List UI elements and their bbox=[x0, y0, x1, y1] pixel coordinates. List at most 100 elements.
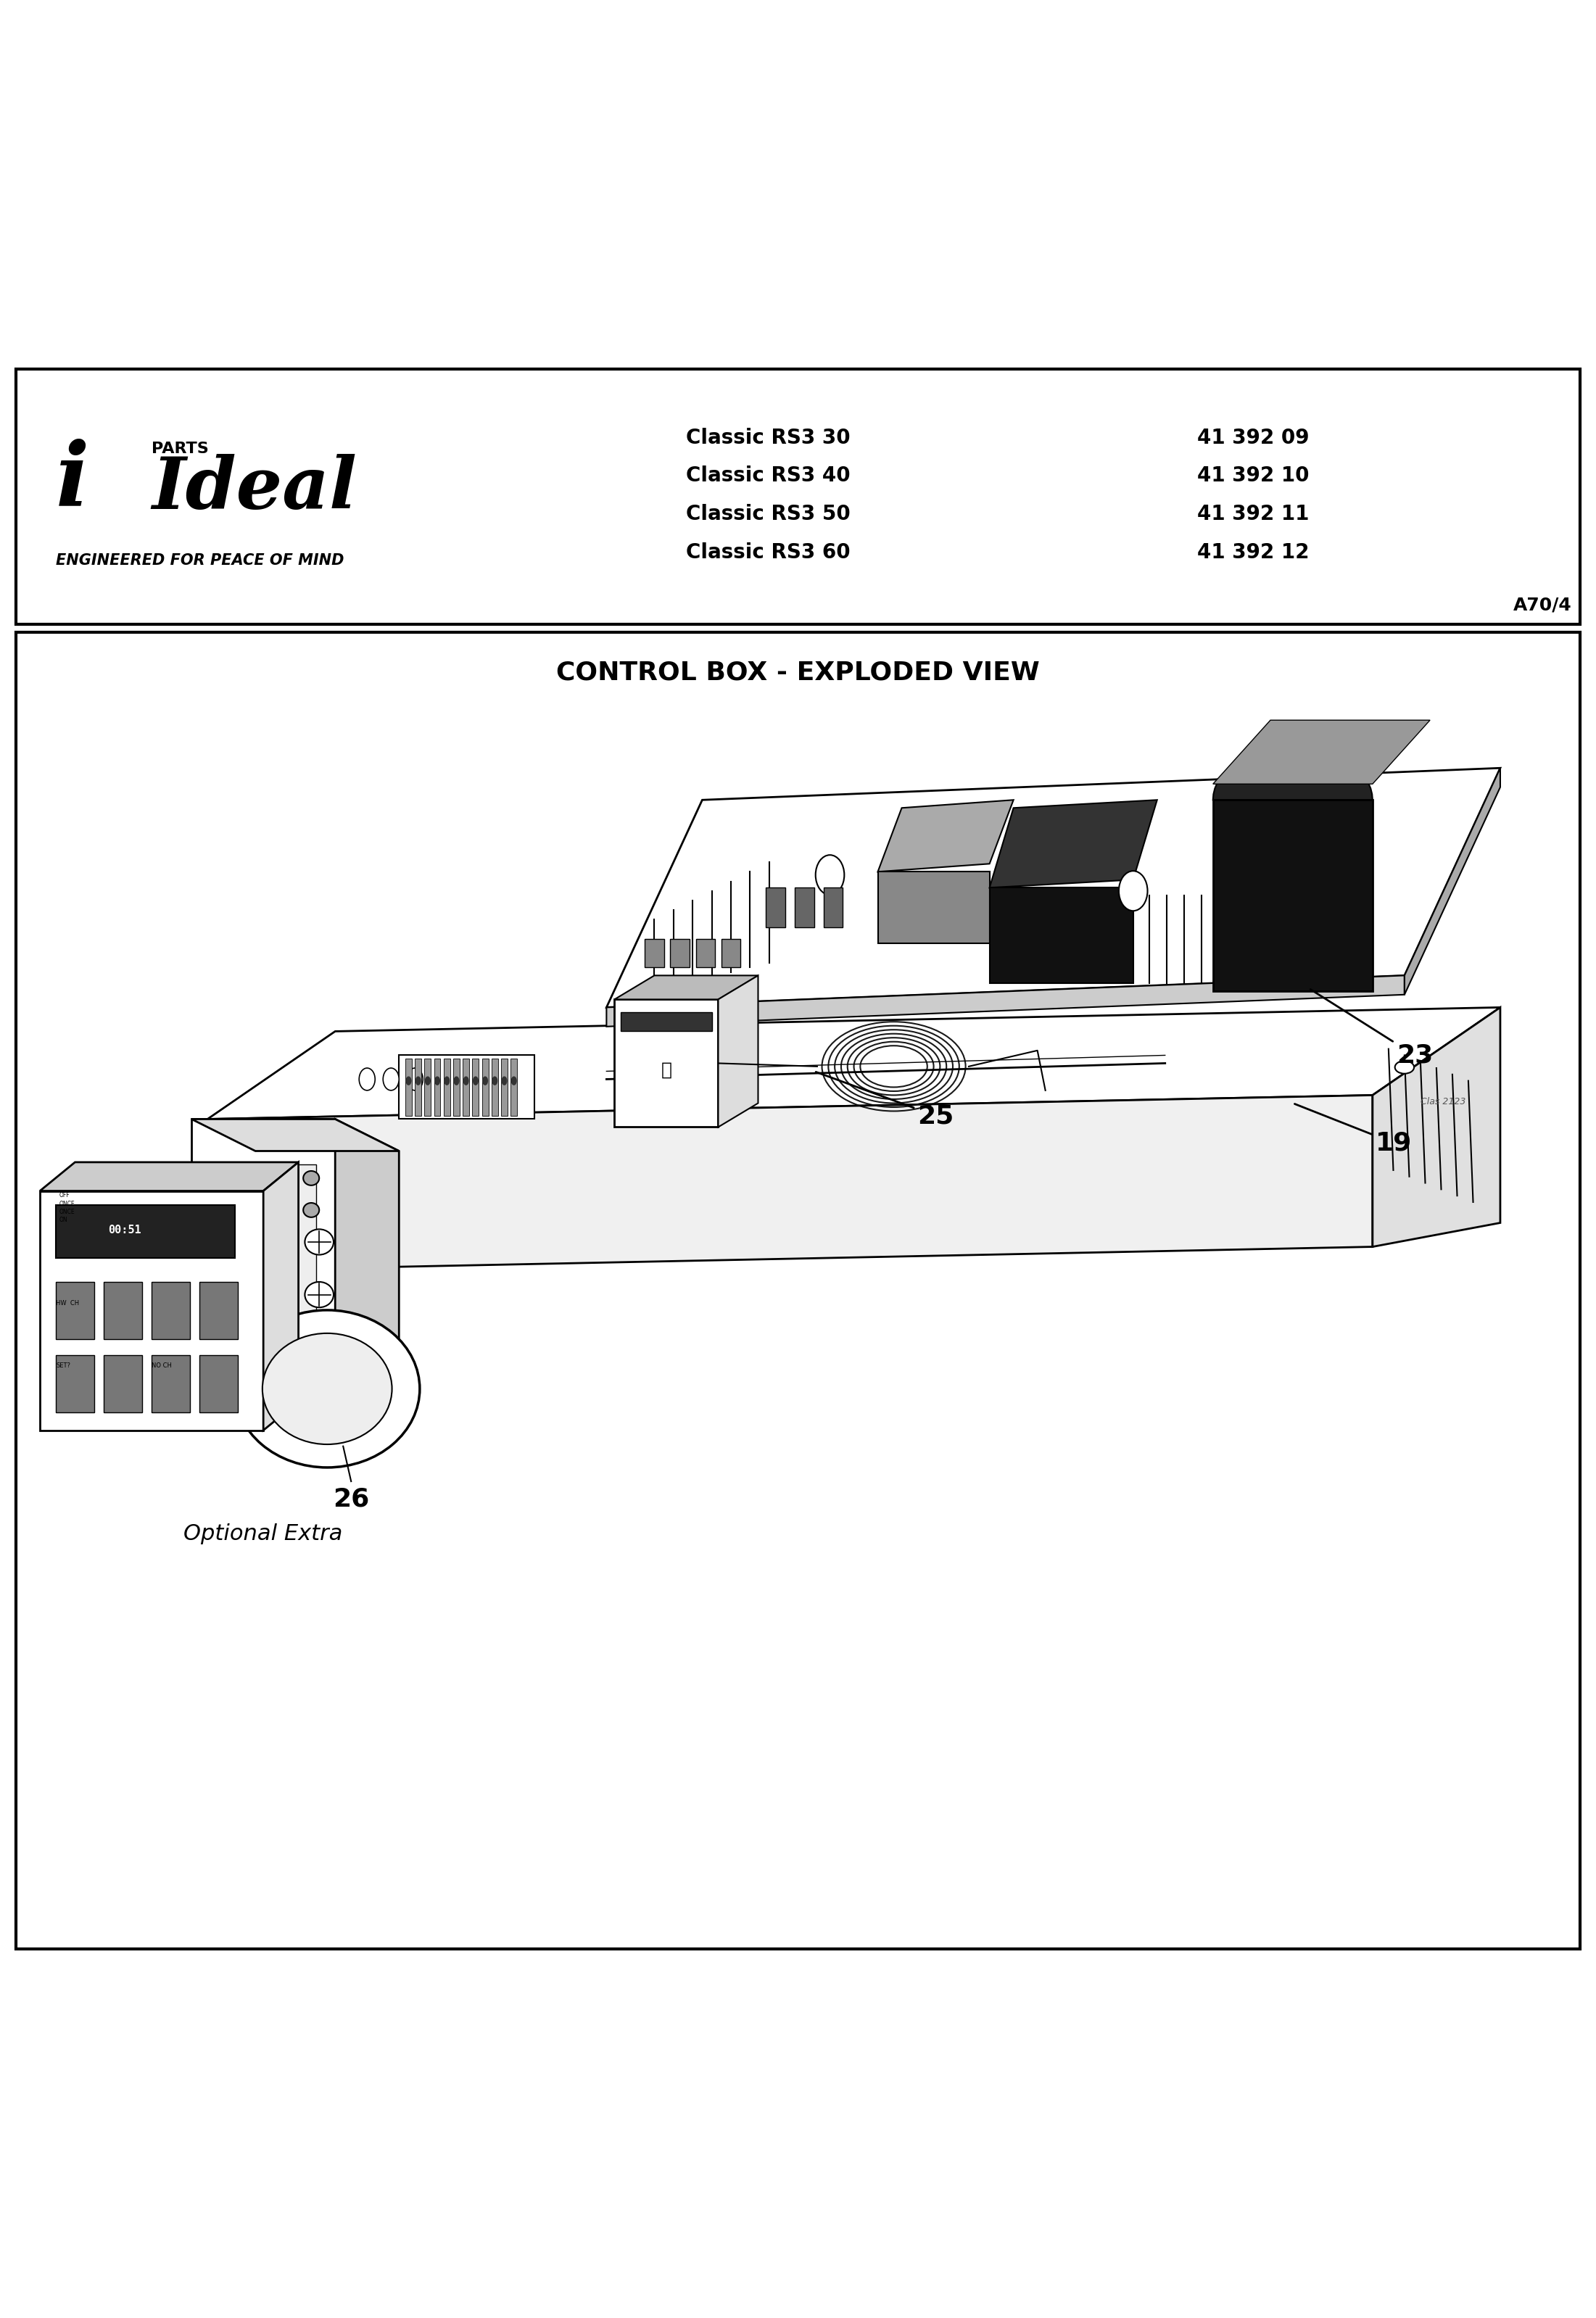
Ellipse shape bbox=[1389, 515, 1548, 607]
Ellipse shape bbox=[305, 1282, 334, 1307]
Ellipse shape bbox=[1165, 846, 1325, 983]
Bar bbox=[16, 369, 1580, 624]
Text: 25: 25 bbox=[816, 1071, 954, 1129]
Ellipse shape bbox=[271, 1224, 431, 1358]
Bar bbox=[492, 1059, 498, 1115]
Ellipse shape bbox=[942, 387, 1101, 480]
Ellipse shape bbox=[1119, 872, 1148, 911]
Ellipse shape bbox=[271, 1599, 431, 1734]
Text: P: P bbox=[1454, 895, 1483, 934]
Text: P: P bbox=[560, 540, 589, 580]
Ellipse shape bbox=[303, 1203, 319, 1217]
Text: H: H bbox=[334, 895, 369, 934]
Ellipse shape bbox=[942, 1224, 1101, 1358]
Text: S: S bbox=[1454, 413, 1483, 452]
Text: 41 392 09: 41 392 09 bbox=[1197, 427, 1309, 447]
Ellipse shape bbox=[1165, 1787, 1325, 1922]
Bar bbox=[463, 1059, 469, 1115]
Polygon shape bbox=[614, 976, 758, 999]
Ellipse shape bbox=[718, 846, 878, 983]
Ellipse shape bbox=[1389, 1224, 1548, 1358]
Text: P: P bbox=[1007, 1648, 1036, 1688]
Ellipse shape bbox=[383, 1069, 399, 1089]
Ellipse shape bbox=[305, 1229, 334, 1254]
Text: S: S bbox=[784, 413, 812, 452]
Ellipse shape bbox=[271, 515, 431, 607]
Ellipse shape bbox=[235, 1310, 420, 1467]
Bar bbox=[721, 939, 741, 967]
Text: H: H bbox=[110, 707, 145, 746]
Text: Ideal: Ideal bbox=[152, 454, 358, 524]
Ellipse shape bbox=[942, 846, 1101, 983]
Bar bbox=[511, 1059, 517, 1115]
Ellipse shape bbox=[405, 1078, 412, 1085]
Ellipse shape bbox=[1165, 1412, 1325, 1546]
Ellipse shape bbox=[1389, 1412, 1548, 1546]
Text: 41 392 10: 41 392 10 bbox=[1197, 466, 1309, 487]
Text: P: P bbox=[1231, 1836, 1259, 1875]
Ellipse shape bbox=[271, 1412, 431, 1546]
Bar bbox=[56, 1356, 94, 1412]
Text: H: H bbox=[110, 1270, 145, 1310]
Ellipse shape bbox=[463, 1078, 469, 1085]
Text: S: S bbox=[1007, 1836, 1036, 1875]
Ellipse shape bbox=[942, 1599, 1101, 1734]
Text: P: P bbox=[1007, 413, 1036, 452]
Text: H: H bbox=[1227, 1083, 1262, 1122]
Bar bbox=[621, 1013, 712, 1032]
Bar bbox=[878, 872, 990, 943]
Bar bbox=[104, 1282, 142, 1340]
Text: H: H bbox=[557, 1083, 592, 1122]
Bar bbox=[990, 888, 1133, 983]
Text: P: P bbox=[560, 707, 589, 746]
Ellipse shape bbox=[942, 1787, 1101, 1922]
Polygon shape bbox=[1404, 767, 1500, 994]
Ellipse shape bbox=[48, 1787, 207, 1922]
Ellipse shape bbox=[444, 1078, 450, 1085]
Ellipse shape bbox=[495, 1787, 654, 1922]
Bar bbox=[482, 1059, 488, 1115]
Ellipse shape bbox=[407, 1069, 423, 1089]
Ellipse shape bbox=[1389, 387, 1548, 480]
Text: H: H bbox=[1004, 895, 1039, 934]
Text: Optional Extra: Optional Extra bbox=[184, 1523, 343, 1544]
Bar bbox=[670, 939, 689, 967]
Ellipse shape bbox=[271, 846, 431, 983]
Text: H: H bbox=[1451, 707, 1486, 746]
Text: H: H bbox=[1451, 1270, 1486, 1310]
Polygon shape bbox=[606, 767, 1500, 1008]
Text: A70/4: A70/4 bbox=[1513, 596, 1572, 614]
Ellipse shape bbox=[495, 1599, 654, 1734]
Ellipse shape bbox=[48, 658, 207, 795]
Text: 23: 23 bbox=[1310, 990, 1433, 1069]
Bar bbox=[56, 1205, 235, 1259]
Ellipse shape bbox=[1389, 846, 1548, 983]
Text: P: P bbox=[337, 1648, 365, 1688]
Ellipse shape bbox=[425, 1078, 431, 1085]
Ellipse shape bbox=[718, 515, 878, 607]
Ellipse shape bbox=[718, 1412, 878, 1546]
Text: OFF
ONCE
ONCE
ON: OFF ONCE ONCE ON bbox=[59, 1191, 75, 1224]
Text: S: S bbox=[337, 1270, 365, 1310]
Ellipse shape bbox=[495, 515, 654, 607]
Bar bbox=[152, 1356, 190, 1412]
Polygon shape bbox=[40, 1161, 298, 1191]
Text: P: P bbox=[337, 413, 365, 452]
Text: 19: 19 bbox=[1294, 1103, 1412, 1154]
Text: 26: 26 bbox=[334, 1486, 369, 1511]
Text: 41 392 11: 41 392 11 bbox=[1197, 503, 1309, 524]
Ellipse shape bbox=[1389, 1787, 1548, 1922]
Ellipse shape bbox=[718, 1224, 878, 1358]
Polygon shape bbox=[207, 1008, 1500, 1120]
Ellipse shape bbox=[48, 515, 207, 607]
Ellipse shape bbox=[718, 387, 878, 480]
Bar bbox=[152, 1282, 190, 1340]
Text: S: S bbox=[337, 707, 365, 746]
Polygon shape bbox=[192, 1120, 399, 1152]
Ellipse shape bbox=[48, 846, 207, 983]
Text: P: P bbox=[1454, 1458, 1483, 1497]
Bar bbox=[453, 1059, 460, 1115]
Bar bbox=[16, 633, 1580, 1949]
Text: P: P bbox=[113, 895, 142, 934]
Polygon shape bbox=[990, 800, 1157, 888]
